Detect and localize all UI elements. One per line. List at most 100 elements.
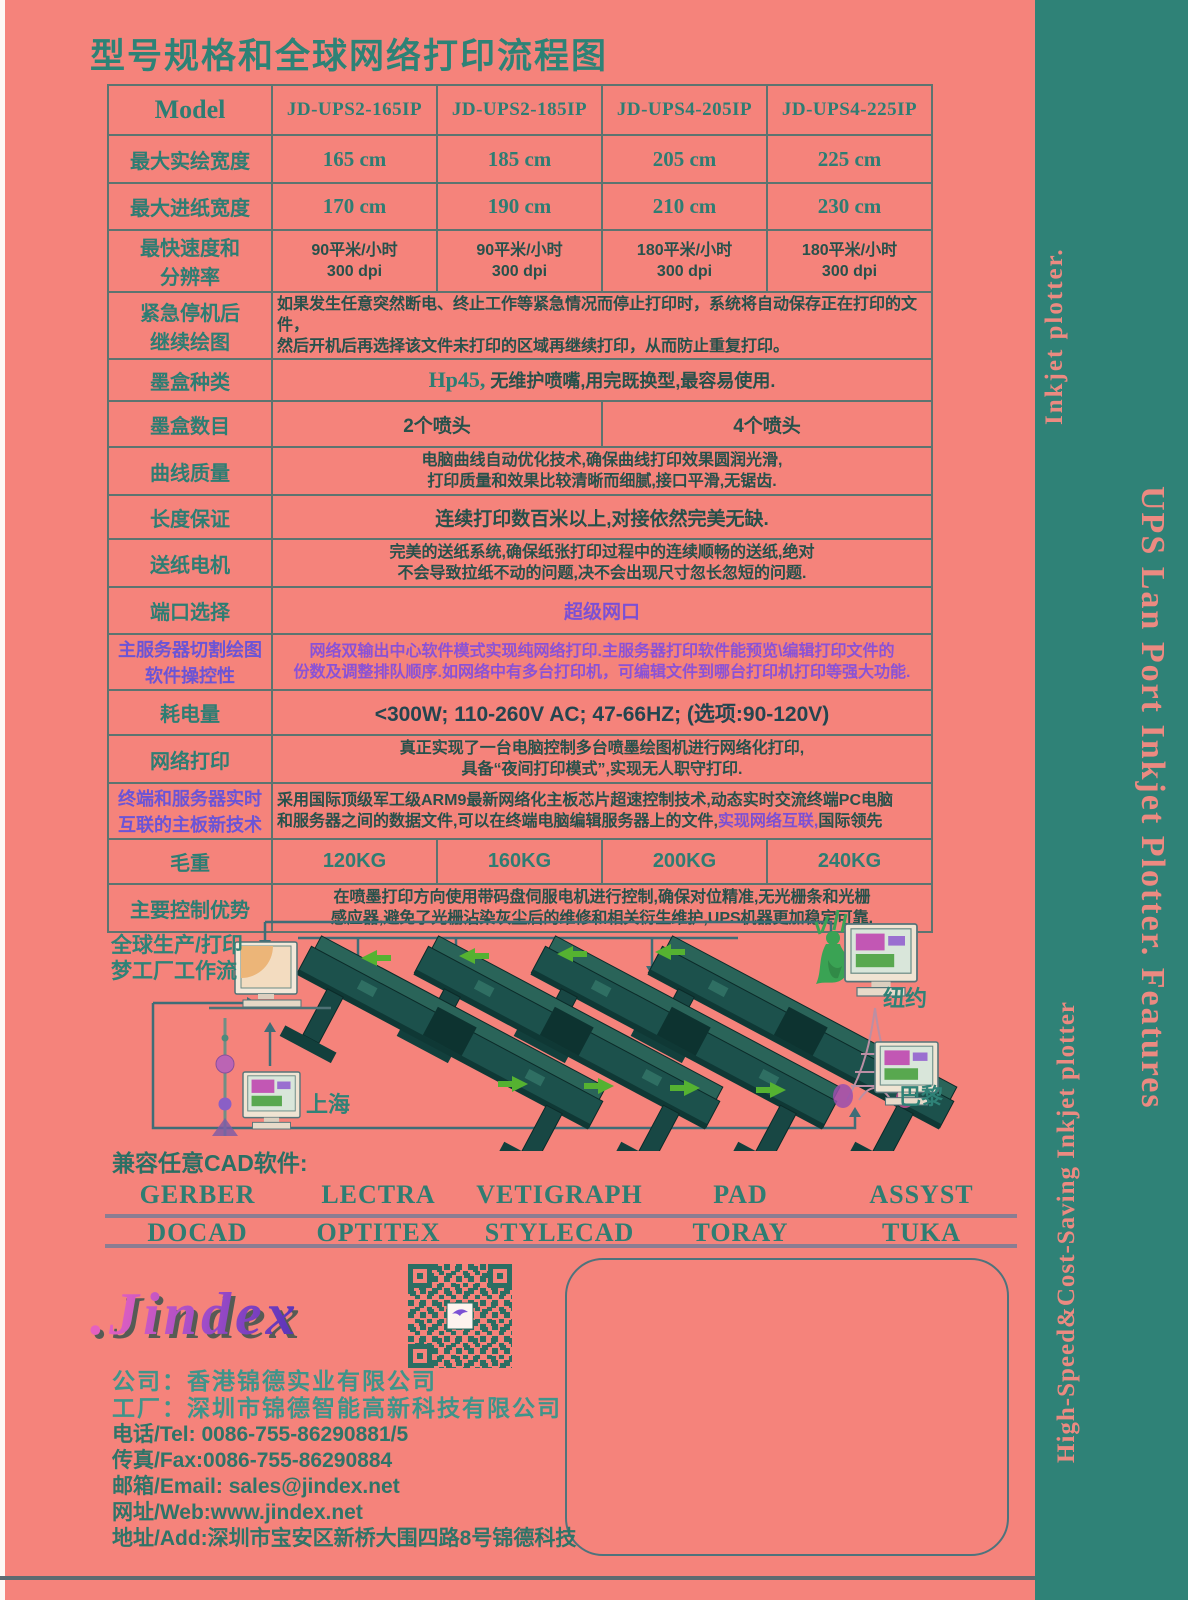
cad-brand: TUKA — [881, 1218, 962, 1247]
value-cell: 185 cm — [436, 134, 603, 184]
city-label-paris: 巴黎 — [899, 1084, 943, 1109]
cad-row-2: DOCAD OPTITEX STYLECAD TORAY TUKA — [107, 1218, 1012, 1248]
email-line: 邮箱/Email: sales@jindex.net — [112, 1475, 400, 1498]
workflow-label-line2: 梦工厂工作流 — [111, 959, 237, 983]
table-row: 墨盒数目 2个喷头 4个喷头 — [107, 400, 933, 449]
cad-heading: 兼容任意CAD软件: — [112, 1150, 308, 1176]
value-cell: 真正实现了一台电脑控制多台喷墨绘图机进行网络化打印, 具备“夜间打印模式”,实现… — [271, 734, 933, 785]
table-row: 耗电量 <300W; 110-260V AC; 47-66HZ; (选项:90-… — [107, 689, 933, 737]
cad-brand: VETIGRAPH — [476, 1180, 643, 1209]
fax-line: 传真/Fax:0086-755-86290884 — [112, 1449, 393, 1472]
row-label: 耗电量 — [107, 689, 273, 737]
company-line: 公司：香港锦德实业有限公司 — [112, 1368, 437, 1394]
table-row: 紧急停机后 继续绘图 如果发生任意突然断电、终止工作等紧急情况而停止打印时，系统… — [107, 290, 933, 361]
main-computer — [209, 941, 331, 1010]
oriental-pearl-tower — [212, 1018, 238, 1136]
cad-brand: PAD — [713, 1180, 768, 1209]
table-row: 毛重 120KG 160KG 200KG 240KG — [107, 838, 933, 886]
model-cell: JD-UPS4-205IP — [601, 84, 768, 136]
model-cell: JD-UPS2-165IP — [271, 84, 438, 136]
mainboard-tail: 国际领先 — [818, 813, 883, 831]
footer-rule — [0, 1576, 1036, 1580]
city-label-shanghai: 上海 — [306, 1092, 350, 1117]
row-label: 端口选择 — [107, 586, 273, 636]
ink-model: Hp45, — [428, 367, 486, 393]
cad-row-1: GERBER LECTRA VETIGRAPH PAD ASSYST — [107, 1180, 1012, 1210]
spec-table: Model JD-UPS2-165IP JD-UPS2-185IP JD-UPS… — [107, 84, 933, 934]
tree — [833, 1084, 853, 1108]
qr-code-icon — [408, 1264, 512, 1368]
cover-spine-panel: Inkjet plotter. UPS Lan Port Inkjet Plot… — [1035, 0, 1188, 1600]
row-label: 紧急停机后 继续绘图 — [107, 290, 273, 361]
web-line: 网址/Web:www.jindex.net — [112, 1501, 363, 1524]
value-cell: 160KG — [436, 838, 603, 886]
value-cell: 205 cm — [601, 134, 768, 184]
value-cell: 如果发生任意突然断电、终止工作等紧急情况而停止打印时，系统将自动保存正在打印的文… — [271, 290, 933, 361]
value-cell: 180平米/小时 300 dpi — [766, 229, 933, 293]
value-cell: 190 cm — [436, 182, 603, 231]
blank-note-box — [565, 1258, 1009, 1556]
page-left-margin — [0, 0, 5, 1600]
value-cell: 120KG — [271, 838, 438, 886]
table-row: 送纸电机 完美的送纸系统,确保纸张打印过程中的连续顺畅的送纸,绝对 不会导致拉纸… — [107, 538, 933, 589]
row-label: 最大实绘宽度 — [107, 134, 273, 184]
cad-brand: GERBER — [139, 1180, 256, 1209]
cad-brand: TORAY — [692, 1218, 789, 1247]
cad-brand: ASSYST — [869, 1180, 974, 1209]
value-cell: 210 cm — [601, 182, 768, 231]
table-row: 网络打印 真正实现了一台电脑控制多台喷墨绘图机进行网络化打印, 具备“夜间打印模… — [107, 734, 933, 785]
model-cell: JD-UPS4-225IP — [766, 84, 933, 136]
row-label: 墨盒数目 — [107, 400, 273, 449]
row-label: 曲线质量 — [107, 446, 273, 497]
value-cell: 165 cm — [271, 134, 438, 184]
cad-brand: DOCAD — [147, 1218, 248, 1247]
row-label: 终端和服务器实时 互联的主板新技术 — [107, 782, 273, 841]
row-label: 墨盒种类 — [107, 358, 273, 403]
table-row: 最快速度和 分辨率 90平米/小时 300 dpi 90平米/小时 300 dp… — [107, 229, 933, 293]
table-row: 端口选择 超级网口 — [107, 586, 933, 636]
value-cell: 超级网口 — [271, 586, 933, 636]
table-row: 墨盒种类 Hp45, 无维护喷嘴,用完既换型,最容易使用. — [107, 358, 933, 403]
page-title: 型号规格和全球网络打印流程图 — [90, 37, 609, 76]
model-header: Model — [107, 84, 273, 136]
spine-text-top: Inkjet plotter. — [1041, 247, 1068, 425]
row-label: 长度保证 — [107, 494, 273, 541]
tel-line: 电话/Tel: 0086-755-86290881/5 — [112, 1423, 409, 1446]
table-row: 最大进纸宽度 170 cm 190 cm 210 cm 230 cm — [107, 182, 933, 231]
cad-brand: OPTITEX — [316, 1218, 441, 1247]
value-cell: 200KG — [601, 838, 768, 886]
mainboard-text: 采用国际顶级军工级ARM9最新网络化主板芯片超速控制技术,动态实时交流终端PC电… — [277, 792, 894, 831]
value-cell: 完美的送纸系统,确保纸张打印过程中的连续顺畅的送纸,绝对 不会导致拉纸不动的问题… — [271, 538, 933, 589]
table-row: 长度保证 连续打印数百米以上,对接依然完美无缺. — [107, 494, 933, 541]
value-cell: Hp45, 无维护喷嘴,用完既换型,最容易使用. — [271, 358, 933, 403]
table-row: Model JD-UPS2-165IP JD-UPS2-185IP JD-UPS… — [107, 84, 933, 136]
value-cell: 2个喷头 — [271, 400, 603, 449]
city-label-newyork: 纽约 — [883, 986, 927, 1011]
row-label: 主要控制优势 — [107, 883, 273, 934]
value-cell: 225 cm — [766, 134, 933, 184]
value-cell: 连续打印数百米以上,对接依然完美无缺. — [271, 494, 933, 541]
contact-block: 公司：香港锦德实业有限公司 工厂：深圳市锦德智能高新科技有限公司 电话/Tel:… — [112, 1368, 576, 1552]
mainboard-highlight: 实现网络互联, — [717, 813, 819, 831]
spine-text-bottom: High-Speed&Cost-Saving Inkjet plotter — [1053, 1000, 1080, 1463]
row-label: 网络打印 — [107, 734, 273, 785]
value-cell: 180平米/小时 300 dpi — [601, 229, 768, 293]
value-cell: 230 cm — [766, 182, 933, 231]
workflow-label-line1: 全球生产/打印 — [110, 933, 243, 957]
row-label: 最快速度和 分辨率 — [107, 229, 273, 293]
table-row: 终端和服务器实时 互联的主板新技术 采用国际顶级军工级ARM9最新网络化主板芯片… — [107, 782, 933, 841]
model-cell: JD-UPS2-185IP — [436, 84, 603, 136]
value-cell: 90平米/小时 300 dpi — [271, 229, 438, 293]
shanghai-computer — [242, 1071, 301, 1130]
value-cell: 240KG — [766, 838, 933, 886]
row-label: 送纸电机 — [107, 538, 273, 589]
cad-brand: STYLECAD — [484, 1218, 635, 1247]
cad-brand: LECTRA — [321, 1180, 436, 1209]
value-cell: 4个喷头 — [601, 400, 933, 449]
row-label: 最大进纸宽度 — [107, 182, 273, 231]
network-workflow-diagram: 全球生产/打印 梦工厂工作流 上海 纽约 — [110, 909, 961, 1151]
divider-line — [105, 1214, 1017, 1218]
address-line: 地址/Add:深圳市宝安区新桥大围四路8号锦德科技 — [112, 1527, 577, 1550]
ink-note: 无维护喷嘴,用完既换型,最容易使用. — [485, 371, 776, 392]
row-label: 毛重 — [107, 838, 273, 886]
